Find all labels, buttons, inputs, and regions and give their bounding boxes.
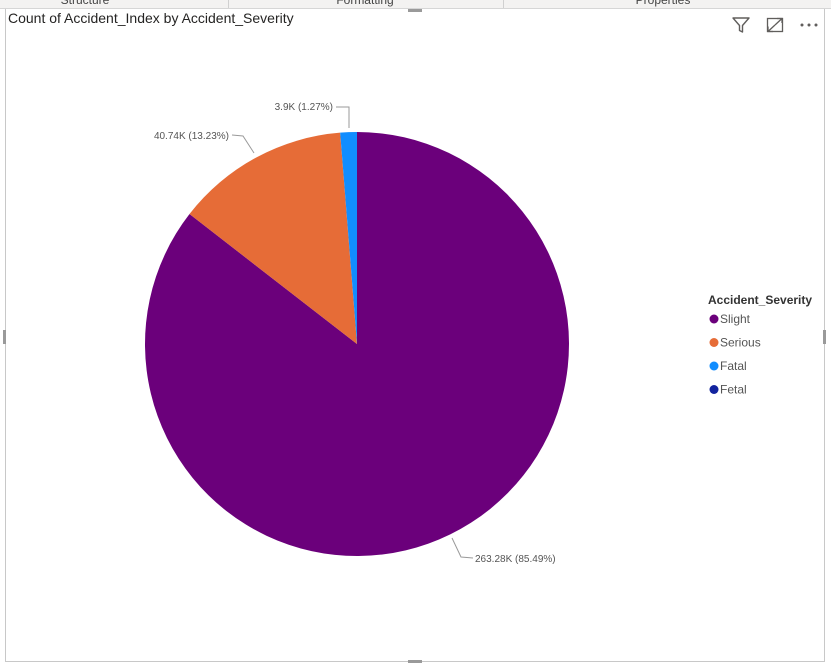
- tab-formatting[interactable]: Formatting: [336, 0, 394, 7]
- leader-line-serious: [231, 134, 255, 154]
- filter-icon[interactable]: [730, 14, 752, 36]
- ribbon-tabs: Structure Formatting Properties: [0, 0, 831, 9]
- leader-line-fatal: [336, 106, 350, 128]
- resize-handle-left[interactable]: [3, 330, 6, 344]
- leader-line-slight: [451, 537, 474, 559]
- resize-handle-bottom[interactable]: [408, 660, 422, 663]
- legend-item-fetal[interactable]: Fetal: [720, 383, 747, 397]
- pie-slice-slight[interactable]: [144, 132, 569, 556]
- legend-marker-fatal[interactable]: [709, 361, 719, 371]
- legend-item-serious[interactable]: Serious: [720, 336, 761, 350]
- ribbon-divider: [503, 0, 504, 8]
- ribbon-divider: [228, 0, 229, 8]
- focus-mode-icon[interactable]: [764, 14, 786, 36]
- data-label-serious: 40.74K (13.23%): [154, 131, 229, 142]
- legend-marker-fetal[interactable]: [709, 385, 719, 394]
- legend-item-slight[interactable]: Slight: [720, 312, 751, 326]
- legend-marker-slight[interactable]: [709, 314, 719, 324]
- resize-handle-top[interactable]: [408, 9, 422, 12]
- more-options-icon[interactable]: [798, 14, 820, 36]
- pie-slice-fatal[interactable]: [340, 132, 357, 344]
- tab-properties[interactable]: Properties: [635, 0, 691, 7]
- legend-marker-serious[interactable]: [709, 338, 719, 347]
- chart-title: Count of Accident_Index by Accident_Seve…: [8, 10, 294, 26]
- tab-structure[interactable]: Structure: [60, 0, 110, 7]
- legend-title: Accident_Severity: [708, 293, 812, 307]
- data-label-fatal: 3.9K (1.27%): [275, 102, 333, 113]
- data-label-slight: 263.28K (85.49%): [475, 554, 556, 565]
- pie-slice-serious[interactable]: [189, 132, 357, 344]
- resize-handle-right[interactable]: [823, 330, 826, 344]
- legend-item-fatal[interactable]: Fatal: [720, 359, 747, 373]
